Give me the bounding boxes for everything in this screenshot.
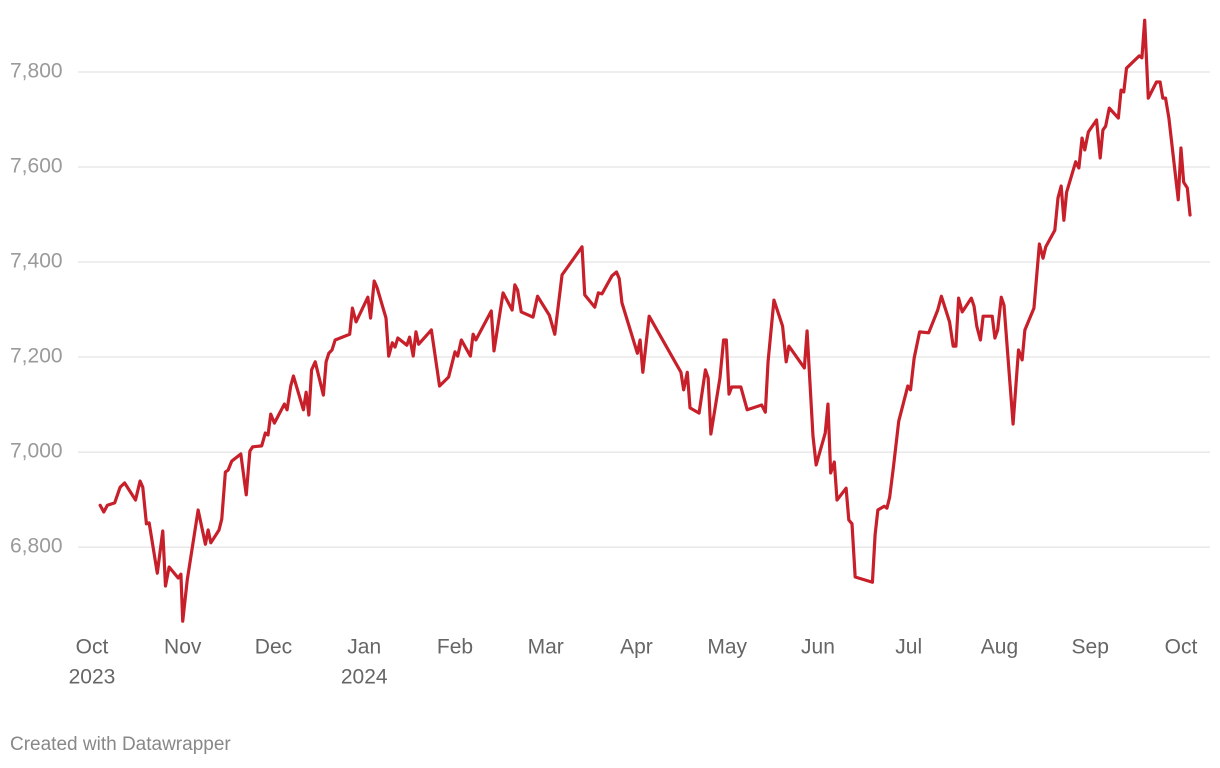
y-tick-label: 7,400: [10, 250, 63, 273]
x-tick-label: Nov: [164, 636, 202, 659]
x-tick-label: Oct: [76, 636, 109, 659]
x-tick-label: Oct: [1165, 636, 1198, 659]
x-tick-label: Dec: [255, 636, 292, 659]
x-tick-label: Sep: [1072, 636, 1109, 659]
x-tick-label: Jul: [895, 636, 922, 659]
x-tick-label: Jan: [347, 636, 381, 659]
credit: Created with Datawrapper: [10, 734, 231, 755]
y-tick-label: 7,000: [10, 440, 63, 463]
x-tick-label: Feb: [437, 636, 473, 659]
x-tick-label: Mar: [528, 636, 564, 659]
x-year-label: 2024: [341, 666, 388, 689]
y-tick-label: 7,200: [10, 345, 63, 368]
y-tick-label: 7,800: [10, 60, 63, 83]
y-tick-label: 6,800: [10, 535, 63, 558]
data-line: [98, 18, 1192, 623]
x-tick-label: Aug: [981, 636, 1018, 659]
x-tick-label: May: [707, 636, 747, 659]
y-tick-label: 7,600: [10, 155, 63, 178]
x-tick-label: Jun: [801, 636, 835, 659]
x-year-label: 2023: [69, 666, 116, 689]
x-tick-label: Apr: [620, 636, 653, 659]
